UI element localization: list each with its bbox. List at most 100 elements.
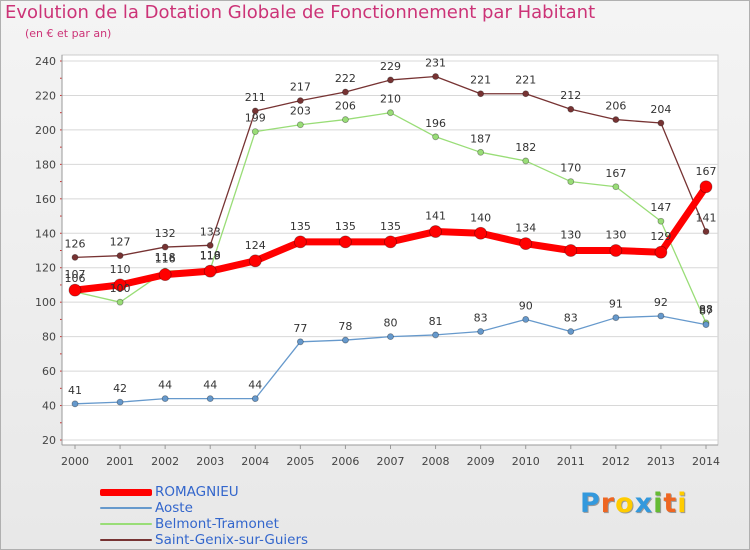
data-point-aoste (342, 336, 349, 344)
data-label-belmont-tramonet: 119 (200, 249, 221, 262)
data-label-saint-genix-sur-guiers: 133 (200, 225, 221, 238)
data-label-aoste: 92 (654, 296, 668, 309)
x-tick-label: 2002 (151, 455, 179, 468)
logo-letter: t (663, 488, 678, 519)
y-tick-label: 220 (35, 89, 56, 102)
legend-label: Saint-Genix-sur-Guiers (155, 532, 309, 548)
data-label-belmont-tramonet: 199 (245, 112, 266, 125)
x-tick-label: 2004 (241, 455, 269, 468)
data-label-aoste: 91 (609, 298, 623, 311)
data-label-romagnieu: 110 (110, 263, 131, 276)
data-point-romagnieu (113, 278, 127, 292)
data-point-saint-genix-sur-guiers (657, 119, 665, 127)
y-tick-label: 120 (35, 262, 56, 275)
data-point-romagnieu (339, 235, 352, 249)
x-tick-label: 2008 (422, 455, 450, 468)
data-point-romagnieu (293, 235, 307, 249)
data-label-aoste: 87 (699, 305, 713, 318)
data-label-romagnieu: 141 (425, 210, 446, 223)
data-label-saint-genix-sur-guiers: 141 (696, 212, 717, 225)
data-point-romagnieu (699, 180, 713, 194)
logo-letter: r (600, 488, 616, 519)
data-point-belmont-tramonet (612, 183, 620, 191)
data-label-saint-genix-sur-guiers: 221 (470, 74, 491, 87)
data-point-romagnieu (429, 225, 442, 238)
data-label-saint-genix-sur-guiers: 221 (515, 74, 536, 87)
data-point-romagnieu (248, 254, 262, 268)
data-point-belmont-tramonet (477, 148, 485, 156)
data-point-belmont-tramonet (432, 133, 439, 141)
x-tick-label: 2009 (467, 455, 495, 468)
data-point-saint-genix-sur-guiers (387, 76, 394, 84)
y-tick-label: 240 (35, 55, 56, 68)
data-point-saint-genix-sur-guiers (522, 90, 530, 98)
data-point-saint-genix-sur-guiers (251, 107, 259, 115)
data-point-saint-genix-sur-guiers (612, 116, 620, 123)
legend-swatch (100, 539, 152, 541)
data-point-romagnieu (203, 264, 217, 278)
data-label-aoste: 44 (203, 379, 217, 392)
data-point-romagnieu (564, 244, 578, 257)
data-point-aoste (657, 312, 665, 320)
data-label-belmont-tramonet: 118 (155, 251, 176, 264)
data-label-saint-genix-sur-guiers: 132 (155, 227, 176, 240)
data-label-romagnieu: 129 (650, 230, 671, 243)
data-point-aoste (116, 398, 124, 406)
data-label-saint-genix-sur-guiers: 206 (605, 100, 626, 113)
data-label-aoste: 80 (384, 317, 398, 330)
data-point-romagnieu (68, 283, 82, 297)
data-point-aoste (522, 316, 530, 323)
data-point-romagnieu (654, 245, 668, 259)
data-point-aoste (161, 395, 169, 403)
data-label-aoste: 90 (519, 299, 533, 312)
data-label-romagnieu: 134 (515, 222, 536, 235)
data-label-romagnieu: 130 (605, 229, 626, 242)
x-tick-label: 2007 (377, 455, 405, 468)
data-label-romagnieu: 107 (65, 268, 86, 281)
data-point-saint-genix-sur-guiers (71, 253, 79, 261)
data-label-belmont-tramonet: 182 (515, 141, 536, 154)
x-tick-label: 2014 (692, 455, 720, 468)
data-point-saint-genix-sur-guiers (702, 228, 710, 235)
y-tick-label: 180 (35, 158, 56, 171)
data-point-saint-genix-sur-guiers (206, 241, 214, 249)
data-point-romagnieu (474, 226, 488, 240)
data-label-romagnieu: 116 (155, 253, 176, 266)
data-point-saint-genix-sur-guiers (342, 88, 349, 96)
data-point-romagnieu (519, 237, 533, 251)
legend-swatch (100, 507, 152, 509)
y-tick-label: 60 (42, 365, 56, 378)
data-point-aoste (477, 328, 485, 335)
data-point-aoste (251, 395, 259, 403)
legend-label: ROMAGNIEU (155, 484, 239, 500)
data-point-saint-genix-sur-guiers (432, 73, 439, 80)
data-label-belmont-tramonet: 170 (560, 162, 581, 175)
x-tick-label: 2013 (647, 455, 675, 468)
data-point-saint-genix-sur-guiers (477, 90, 485, 98)
data-label-saint-genix-sur-guiers: 217 (290, 81, 311, 94)
data-point-belmont-tramonet (116, 298, 124, 306)
data-point-romagnieu (609, 244, 623, 257)
y-tick-label: 100 (35, 296, 56, 309)
data-point-belmont-tramonet (251, 128, 259, 136)
data-label-aoste: 44 (158, 379, 172, 392)
data-label-saint-genix-sur-guiers: 229 (380, 60, 401, 73)
data-label-aoste: 44 (248, 379, 262, 392)
data-label-saint-genix-sur-guiers: 211 (245, 91, 266, 104)
data-label-aoste: 77 (293, 322, 307, 335)
data-point-aoste (432, 331, 439, 339)
y-tick-label: 80 (42, 331, 56, 344)
data-label-belmont-tramonet: 167 (605, 167, 626, 180)
data-point-aoste (387, 333, 394, 341)
data-label-aoste: 81 (429, 315, 443, 328)
x-tick-label: 2010 (512, 455, 540, 468)
legend-label: Aoste (155, 500, 193, 516)
data-label-belmont-tramonet: 187 (470, 132, 491, 145)
data-label-romagnieu: 135 (380, 220, 401, 233)
data-label-romagnieu: 167 (696, 165, 717, 178)
data-point-aoste (702, 321, 710, 328)
y-tick-label: 140 (35, 227, 56, 240)
legend-swatch (100, 489, 152, 496)
proxiti-logo: Proxiti (580, 488, 688, 519)
